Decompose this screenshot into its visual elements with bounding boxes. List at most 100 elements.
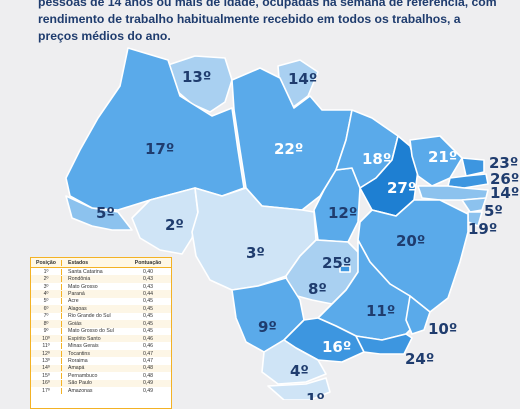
label-rondonia: 2º [165,216,184,234]
state-rio-de-janeiro[interactable] [355,333,413,355]
header-states: Estados [68,259,89,266]
row-score: 0,49 [142,380,154,387]
label-parana: 4º [290,362,309,380]
row-position: 9º [31,328,62,335]
state-acre[interactable] [65,195,133,231]
row-position: 6º [31,305,62,312]
label-paraiba: 26º [490,170,519,188]
label-mato-grosso-do-sul: 9º [258,318,277,336]
table-row: 14º Amapá 0,48 [31,364,171,373]
state-paraiba[interactable] [447,173,489,189]
row-state: Alagoas [68,305,87,312]
label-piaui: 27º [387,179,416,197]
intro-text: pessoas de 14 anos ou mais de idade, ocu… [38,0,498,45]
label-pernambuco: 14º [490,184,519,202]
label-ceara: 21º [428,148,457,166]
row-position: 11º [31,343,62,350]
state-rio-grande-do-norte[interactable] [461,157,485,177]
intro-line-3: preços médios do ano. [38,29,171,43]
label-para: 22º [274,140,303,158]
state-alagoas[interactable] [461,197,487,213]
state-espirito-santo[interactable] [405,295,431,335]
ranking-table: Posição Estados Pontuação 1º Santa Catari… [30,257,172,409]
label-distrito-federal: 25º [322,254,351,272]
row-score: 0,45 [142,298,154,305]
map-labels: 13º 14º 17º 22º 18º 27º 21º 23º 26º 14º … [96,68,519,400]
row-state: Amapá [68,365,85,372]
header-position: Posição [31,259,62,266]
row-score: 0,49 [142,387,154,394]
state-santa-catarina[interactable] [267,377,331,400]
label-roraima: 13º [182,68,211,86]
label-alagoas: 5º [484,202,503,220]
ranking-table-header: Posição Estados Pontuação [31,258,171,268]
intro-line-1: pessoas de 14 anos ou mais de idade, ocu… [38,0,497,9]
state-parana[interactable] [261,339,327,385]
label-rio-grande-do-norte: 23º [489,154,518,172]
row-state: Goiás [68,320,82,327]
table-row: 3º Mato Grosso 0,43 [31,283,171,290]
row-score: 0,45 [142,328,154,335]
row-state: Roraima [68,357,88,364]
table-row: 9º Mato Grosso do Sul 0,45 [31,328,171,335]
row-state: Rondônia [68,276,91,283]
row-score: 0,45 [142,313,154,320]
intro-line-2: rendimento de trabalho habitualmente rec… [38,12,461,26]
row-position: 7º [31,313,62,320]
table-row: 16º São Paulo 0,49 [31,379,171,387]
state-pernambuco[interactable] [417,185,489,201]
row-score: 0,47 [142,357,154,364]
row-score: 0,40 [142,268,154,275]
state-distrito-federal[interactable] [339,265,351,273]
row-score: 0,45 [142,320,154,327]
label-tocantins: 12º [328,204,357,222]
row-state: Santa Catarina [68,268,103,275]
row-state: Minas Gerais [68,343,99,350]
row-position: 2º [31,276,62,283]
brazil-map: 13º 14º 17º 22º 18º 27º 21º 23º 26º 14º … [65,47,519,400]
label-sergipe: 19º [468,220,497,238]
row-state: Mato Grosso [68,283,98,290]
label-mato-grosso: 3º [246,244,265,262]
table-row: 8º Goiás 0,45 [31,320,171,328]
table-row: 7º Rio Grande do Sul 0,45 [31,313,171,320]
row-score: 0,44 [142,291,154,298]
row-state: Rio Grande do Sul [68,313,111,320]
row-position: 8º [31,320,62,327]
row-state: São Paulo [68,380,92,387]
row-score: 0,43 [142,276,154,283]
row-position: 10º [31,335,62,342]
row-position: 3º [31,283,62,290]
row-score: 0,46 [142,335,154,342]
table-row: 12º Tocantins 0,47 [31,349,171,358]
row-score: 0,48 [142,365,154,372]
header-score: Pontuação [134,259,162,266]
label-santa-catarina: 1º [306,390,325,400]
row-position: 12º [31,350,62,357]
row-state: Pernambuco [68,372,98,379]
label-maranhao: 18º [362,150,391,168]
table-row: 1º Santa Catarina 0,40 [31,268,171,275]
table-row: 17º Amazonas 0,49 [31,387,171,394]
row-score: 0,48 [142,372,154,379]
label-minas-gerais: 11º [366,302,395,320]
table-row: 10º Espírito Santo 0,46 [31,334,171,343]
label-amapa: 14º [288,70,317,88]
row-position: 5º [31,298,62,305]
row-state: Paraná [68,291,85,298]
row-position: 1º [31,268,62,275]
label-amazonas: 17º [145,140,174,158]
table-row: 4º Paraná 0,44 [31,290,171,298]
table-row: 2º Rondônia 0,43 [31,275,171,283]
table-row: 15º Pernambuco 0,48 [31,372,171,379]
row-state: Tocantins [68,350,90,357]
row-score: 0,43 [142,283,154,290]
row-position: 4º [31,291,62,298]
table-row: 13º Roraima 0,47 [31,357,171,364]
table-row: 6º Alagoas 0,45 [31,305,171,313]
row-position: 14º [31,365,62,372]
state-ceara[interactable] [409,135,463,187]
label-sao-paulo: 16º [322,338,351,356]
row-state: Espírito Santo [68,335,101,342]
row-score: 0,46 [142,343,154,350]
